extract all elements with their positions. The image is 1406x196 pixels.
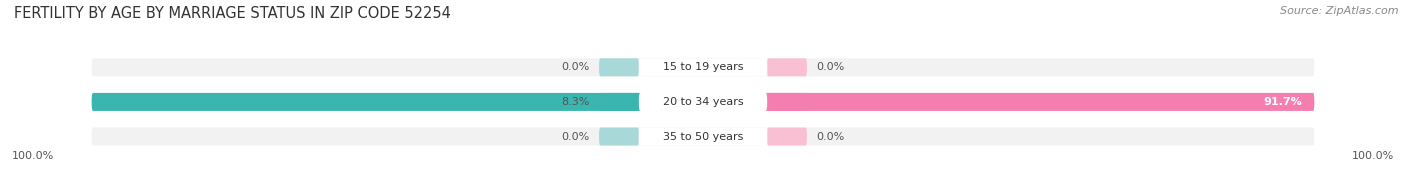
Text: 35 to 50 years: 35 to 50 years [662,132,744,142]
FancyBboxPatch shape [768,93,1315,111]
FancyBboxPatch shape [638,128,768,145]
Text: 0.0%: 0.0% [561,132,591,142]
FancyBboxPatch shape [638,93,768,111]
Text: 100.0%: 100.0% [1351,151,1393,161]
FancyBboxPatch shape [599,128,638,145]
FancyBboxPatch shape [763,93,807,111]
FancyBboxPatch shape [91,93,1315,111]
FancyBboxPatch shape [91,93,638,111]
FancyBboxPatch shape [768,128,807,145]
FancyBboxPatch shape [768,58,807,76]
Text: FERTILITY BY AGE BY MARRIAGE STATUS IN ZIP CODE 52254: FERTILITY BY AGE BY MARRIAGE STATUS IN Z… [14,6,451,21]
FancyBboxPatch shape [599,58,638,76]
Text: 20 to 34 years: 20 to 34 years [662,97,744,107]
FancyBboxPatch shape [91,58,1315,76]
Text: Source: ZipAtlas.com: Source: ZipAtlas.com [1281,6,1399,16]
Text: 100.0%: 100.0% [13,151,55,161]
FancyBboxPatch shape [91,128,1315,145]
FancyBboxPatch shape [599,93,643,111]
Text: 0.0%: 0.0% [815,132,845,142]
Text: 8.3%: 8.3% [561,97,591,107]
FancyBboxPatch shape [638,58,768,76]
Text: 0.0%: 0.0% [815,62,845,72]
Text: 0.0%: 0.0% [561,62,591,72]
Text: 91.7%: 91.7% [1264,97,1302,107]
Text: 15 to 19 years: 15 to 19 years [662,62,744,72]
